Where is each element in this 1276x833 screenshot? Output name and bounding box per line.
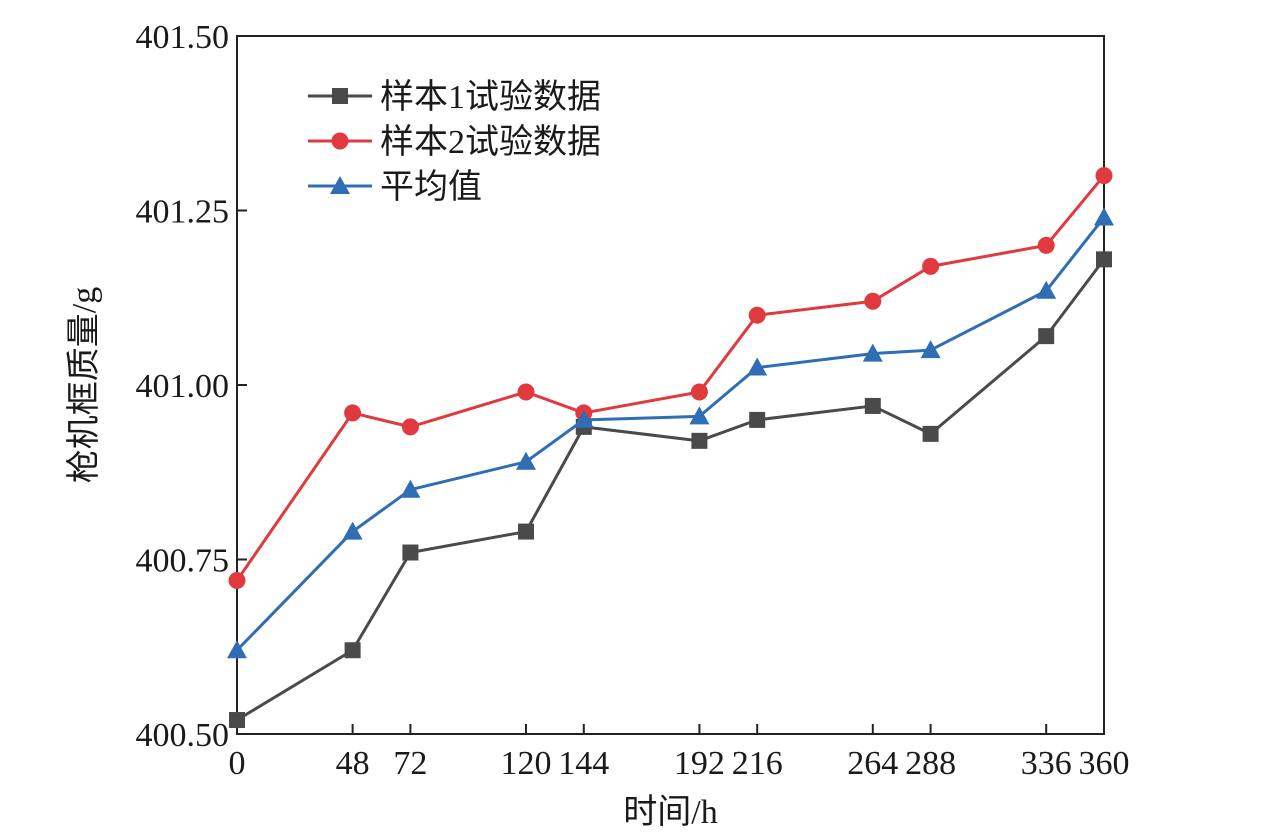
data-point (862, 343, 883, 362)
data-point (573, 409, 594, 428)
series-layer (227, 167, 1114, 729)
legend-item: 样本2试验数据 (308, 123, 601, 161)
legend-label: 样本2试验数据 (380, 123, 601, 161)
data-point (517, 383, 535, 401)
data-point (1094, 207, 1114, 226)
legend-label: 平均值 (380, 168, 482, 206)
data-point (402, 544, 419, 561)
series-1 (229, 251, 1112, 729)
legend-item: 平均值 (308, 168, 482, 206)
data-point (1036, 280, 1057, 299)
x-tick-label: 48 (336, 745, 370, 782)
y-tick-label: 401.00 (136, 368, 230, 405)
axes: 400.50 400.75 401.00 401.25 401.50 0 48 72 120 14… (136, 19, 1130, 782)
x-tick-label: 72 (393, 745, 427, 782)
legend-label: 样本1试验数据 (380, 78, 601, 116)
data-point (749, 411, 766, 428)
x-tick-label: 120 (501, 745, 552, 782)
legend-marker (330, 176, 350, 194)
data-point (400, 479, 421, 498)
data-point (401, 418, 419, 436)
x-tick-label: 144 (558, 745, 609, 782)
data-point (344, 404, 362, 422)
data-point (690, 383, 708, 401)
x-tick-label: 0 (229, 745, 246, 782)
data-point (344, 642, 361, 659)
y-tick-label: 400.75 (136, 543, 230, 580)
data-point (1095, 167, 1113, 185)
data-point (228, 571, 246, 589)
y-axis-title: 枪机框质量/g (65, 287, 103, 483)
x-tick-label: 264 (847, 745, 898, 782)
series-2 (228, 167, 1113, 589)
data-point (920, 340, 941, 359)
x-tick-label: 216 (732, 745, 783, 782)
series-line (235, 216, 1106, 652)
data-point (864, 397, 881, 414)
legend-marker (332, 88, 348, 104)
data-point (748, 306, 766, 324)
y-tick-label: 401.50 (136, 19, 230, 56)
data-point (689, 406, 710, 425)
data-point (342, 521, 363, 540)
data-point (518, 523, 534, 540)
x-axis-title: 时间/h (623, 794, 717, 831)
data-point (922, 257, 940, 275)
data-point (922, 425, 939, 442)
data-point (1096, 251, 1112, 268)
data-point (227, 640, 247, 659)
legend-marker (331, 132, 349, 150)
data-point (229, 712, 245, 729)
x-tick-label: 192 (674, 745, 725, 782)
x-tick-label: 288 (905, 745, 956, 782)
data-point (691, 432, 708, 449)
y-tick-label: 401.25 (136, 194, 230, 231)
data-point (864, 292, 882, 310)
x-tick-label: 360 (1079, 745, 1130, 782)
legend-item: 样本1试验数据 (308, 78, 601, 116)
y-tick-label: 400.50 (136, 717, 230, 754)
data-point (747, 357, 768, 376)
series-3 (227, 207, 1114, 659)
x-tick-label: 336 (1021, 745, 1072, 782)
data-point (1038, 328, 1055, 345)
data-point (1037, 236, 1055, 254)
data-point (516, 451, 536, 470)
